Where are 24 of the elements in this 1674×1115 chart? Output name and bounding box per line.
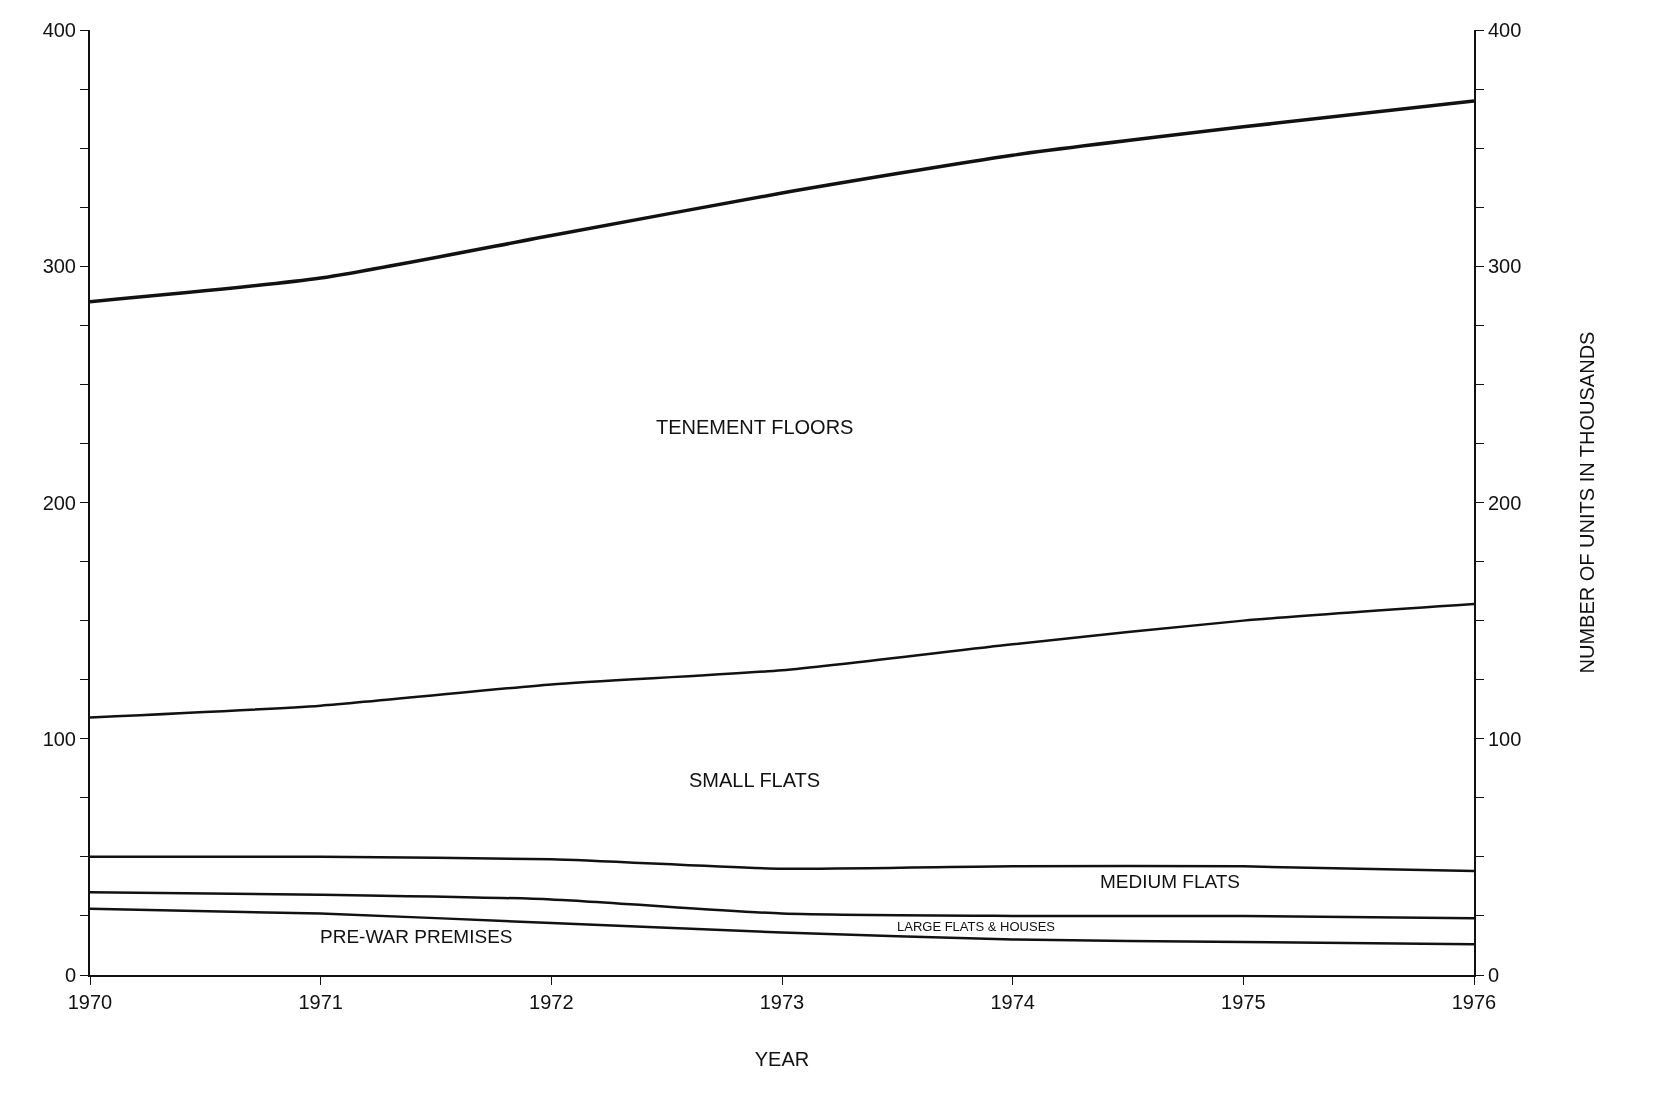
y2-tick-label: 400 <box>1488 19 1522 41</box>
annotation: MEDIUM FLATS <box>1100 871 1241 892</box>
y2-tick-label: 200 <box>1488 491 1522 514</box>
y-tick-label: 400 <box>42 19 76 41</box>
x-tick-label: 1971 <box>298 991 343 1013</box>
y2-tick-label: 300 <box>1488 255 1522 278</box>
y-tick-label: 200 <box>42 491 76 514</box>
y2-tick-label: 100 <box>1488 727 1522 750</box>
y-tick-label: 0 <box>64 964 76 986</box>
y-tick-label: 300 <box>42 255 76 278</box>
annotation: TENEMENT FLOORS <box>656 416 854 438</box>
x-tick-label: 1972 <box>529 991 574 1013</box>
x-tick-label: 1970 <box>67 991 113 1013</box>
y2-tick-label: 0 <box>1488 964 1500 986</box>
x-tick-label: 1973 <box>759 991 805 1013</box>
x-tick-label: 1976 <box>1451 991 1497 1013</box>
x-tick-label: 1975 <box>1221 991 1266 1013</box>
x-tick-label: 1974 <box>990 991 1035 1013</box>
annotation: SMALL FLATS <box>689 769 821 791</box>
annotation: LARGE FLATS & HOUSES <box>897 919 1056 934</box>
y-tick-label: 100 <box>42 727 76 750</box>
x-axis-title: YEAR <box>754 1048 810 1070</box>
annotation: PRE-WAR PREMISES <box>320 926 513 947</box>
y2-axis-title: NUMBER OF UNITS IN THOUSANDS <box>1576 331 1599 674</box>
